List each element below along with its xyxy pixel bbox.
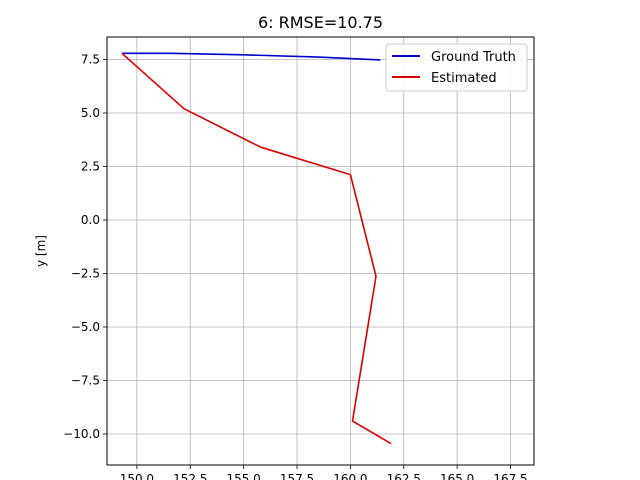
grid-lines <box>107 37 534 465</box>
series-lines <box>121 52 392 445</box>
y-ticks: 7.5 5.0 2.5 0.0 −2.5 −5.0 −7.5 −10.0 <box>63 52 107 441</box>
y-tick-label: −10.0 <box>63 427 100 441</box>
plot-frame <box>106 36 535 466</box>
legend-label-estimated: Estimated <box>431 71 497 86</box>
legend-label-ground-truth: Ground Truth <box>431 50 516 65</box>
y-tick-label: −5.0 <box>71 320 100 334</box>
legend: Ground Truth Estimated <box>385 43 528 92</box>
y-axis-label: y [m] <box>34 235 48 267</box>
x-tick-label: 165.0 <box>440 472 474 480</box>
x-ticks: 150.0 152.5 155.0 157.5 160.0 162.5 165.0 167.5 <box>120 465 528 480</box>
x-tick-label: 167.5 <box>493 472 527 480</box>
x-tick-label: 162.5 <box>387 472 421 480</box>
series-line-estimated <box>121 52 392 445</box>
y-tick-label: 2.5 <box>81 159 100 173</box>
y-tick-label: 7.5 <box>81 52 100 66</box>
chart-title: 6: RMSE=10.75 <box>258 13 383 32</box>
x-tick-label: 157.5 <box>280 472 314 480</box>
y-tick-label: 5.0 <box>81 106 100 120</box>
x-tick-label: 150.0 <box>120 472 154 480</box>
series-line-ground-truth <box>121 52 381 61</box>
y-tick-label: −7.5 <box>71 373 100 387</box>
legend-box <box>385 43 528 92</box>
x-tick-label: 152.5 <box>173 472 207 480</box>
y-tick-label: −2.5 <box>71 266 100 280</box>
x-tick-label: 160.0 <box>333 472 367 480</box>
y-tick-label: 0.0 <box>81 213 100 227</box>
x-tick-label: 155.0 <box>226 472 260 480</box>
